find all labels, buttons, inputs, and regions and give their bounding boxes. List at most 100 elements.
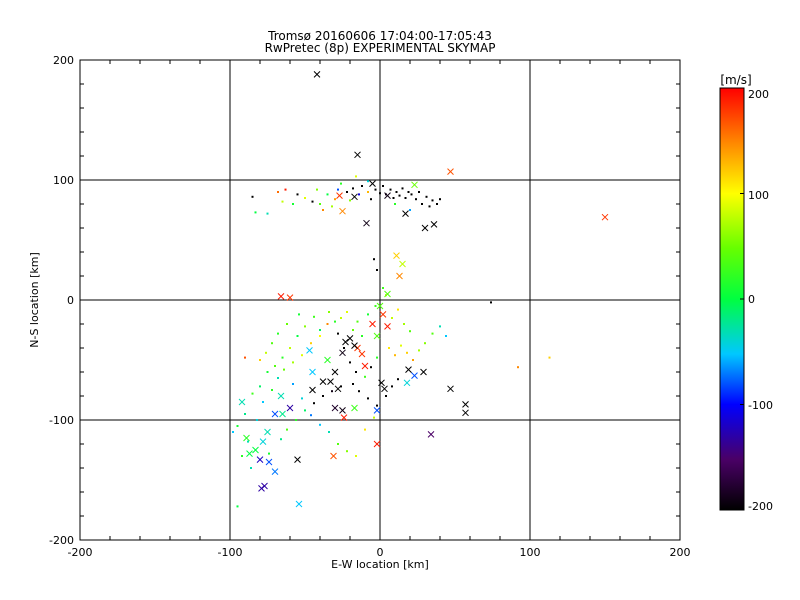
data-point-dot xyxy=(385,395,387,397)
data-point-dot xyxy=(548,356,551,359)
data-point-dot xyxy=(424,342,426,345)
data-point-dot xyxy=(322,395,324,397)
y-tick-label: 200 xyxy=(53,54,74,67)
data-point-cross xyxy=(331,404,339,412)
data-point-dot xyxy=(301,397,303,400)
data-point-dot xyxy=(322,209,324,211)
data-point-cross xyxy=(393,252,400,259)
data-point-dot xyxy=(391,385,393,388)
data-point-dot xyxy=(277,332,279,335)
data-point-cross xyxy=(420,368,427,376)
data-point-dot xyxy=(311,200,314,203)
data-point-dot xyxy=(241,455,243,457)
data-point-dot xyxy=(376,356,378,359)
data-point-dot xyxy=(266,212,269,215)
data-point-dot xyxy=(259,385,261,388)
data-points xyxy=(232,71,609,508)
data-point-dot xyxy=(490,301,492,304)
colorbar-tick-label: 0 xyxy=(748,293,755,306)
data-point-cross xyxy=(309,368,316,376)
data-point-dot xyxy=(331,390,333,393)
data-point-dot xyxy=(244,356,246,359)
data-point-dot xyxy=(296,193,299,196)
data-point-cross xyxy=(313,71,321,78)
data-point-dot xyxy=(259,359,261,361)
chart-subtitle: RwPretec (8p) EXPERIMENTAL SKYMAP xyxy=(265,41,496,55)
data-point-dot xyxy=(313,402,315,405)
data-point-cross xyxy=(294,456,301,463)
data-point-dot xyxy=(292,383,294,385)
data-point-cross xyxy=(430,221,438,228)
data-point-cross xyxy=(384,323,391,330)
data-point-dot xyxy=(328,431,330,433)
data-point-dot xyxy=(428,205,431,208)
data-point-dot xyxy=(439,198,441,201)
data-point-dot xyxy=(343,347,345,349)
data-point-dot xyxy=(406,351,408,354)
data-point-dot xyxy=(517,366,519,369)
data-point-dot xyxy=(418,349,420,352)
data-point-cross xyxy=(376,302,384,310)
x-tick-label: 100 xyxy=(520,546,541,559)
data-point-dot xyxy=(281,356,284,359)
data-point-dot xyxy=(301,354,303,357)
data-point-dot xyxy=(355,371,357,373)
data-point-dot xyxy=(364,428,366,431)
data-point-dot xyxy=(334,198,336,201)
data-point-cross xyxy=(339,349,346,357)
y-tick-label: -100 xyxy=(49,414,74,427)
data-point-dot xyxy=(409,330,411,333)
data-point-dot xyxy=(367,397,369,400)
data-point-dot xyxy=(281,200,284,203)
data-point-dot xyxy=(331,205,333,208)
colorbar-tick-label: 200 xyxy=(748,88,769,101)
data-point-dot xyxy=(349,361,351,364)
data-point-dot xyxy=(415,198,417,201)
data-point-dot xyxy=(340,385,342,388)
data-point-dot xyxy=(431,199,434,202)
data-point-dot xyxy=(244,413,246,415)
colorbar-tick-label: 100 xyxy=(748,189,769,202)
data-point-dot xyxy=(286,428,288,431)
data-point-dot xyxy=(292,361,294,364)
colorbar-tick-label: -100 xyxy=(748,399,773,412)
data-point-dot xyxy=(397,378,399,381)
data-point-dot xyxy=(370,198,372,201)
x-tick-label: -100 xyxy=(218,546,243,559)
data-point-dot xyxy=(404,197,407,199)
data-point-dot xyxy=(277,191,279,193)
data-point-cross xyxy=(295,500,303,508)
data-point-dot xyxy=(367,313,369,316)
x-axis-label: E-W location [km] xyxy=(331,558,429,571)
data-point-dot xyxy=(392,197,395,199)
data-point-dot xyxy=(379,192,381,195)
data-point-cross xyxy=(427,431,435,438)
data-point-cross xyxy=(396,272,403,280)
data-point-dot xyxy=(310,342,312,345)
data-point-dot xyxy=(337,443,339,445)
grid-lines xyxy=(80,60,680,540)
data-point-cross xyxy=(447,168,454,175)
data-point-cross xyxy=(258,485,265,492)
data-point-cross xyxy=(330,452,337,460)
data-point-dot xyxy=(374,305,377,307)
data-point-dot xyxy=(407,191,410,193)
data-point-cross xyxy=(238,398,246,406)
data-point-cross xyxy=(358,350,366,358)
data-point-dot xyxy=(277,377,279,379)
data-point-cross xyxy=(363,219,370,227)
data-point-dot xyxy=(236,505,239,508)
data-point-cross xyxy=(378,379,385,387)
data-point-dot xyxy=(356,320,359,323)
data-point-cross xyxy=(405,366,412,373)
data-point-cross xyxy=(421,224,429,232)
data-point-cross xyxy=(277,392,285,400)
data-point-cross xyxy=(271,410,279,418)
data-point-dot xyxy=(313,315,315,318)
data-point-cross xyxy=(246,450,253,457)
data-point-cross xyxy=(339,407,346,414)
data-point-cross xyxy=(369,180,376,187)
data-point-dot xyxy=(256,419,258,421)
data-point-dot xyxy=(352,329,354,331)
